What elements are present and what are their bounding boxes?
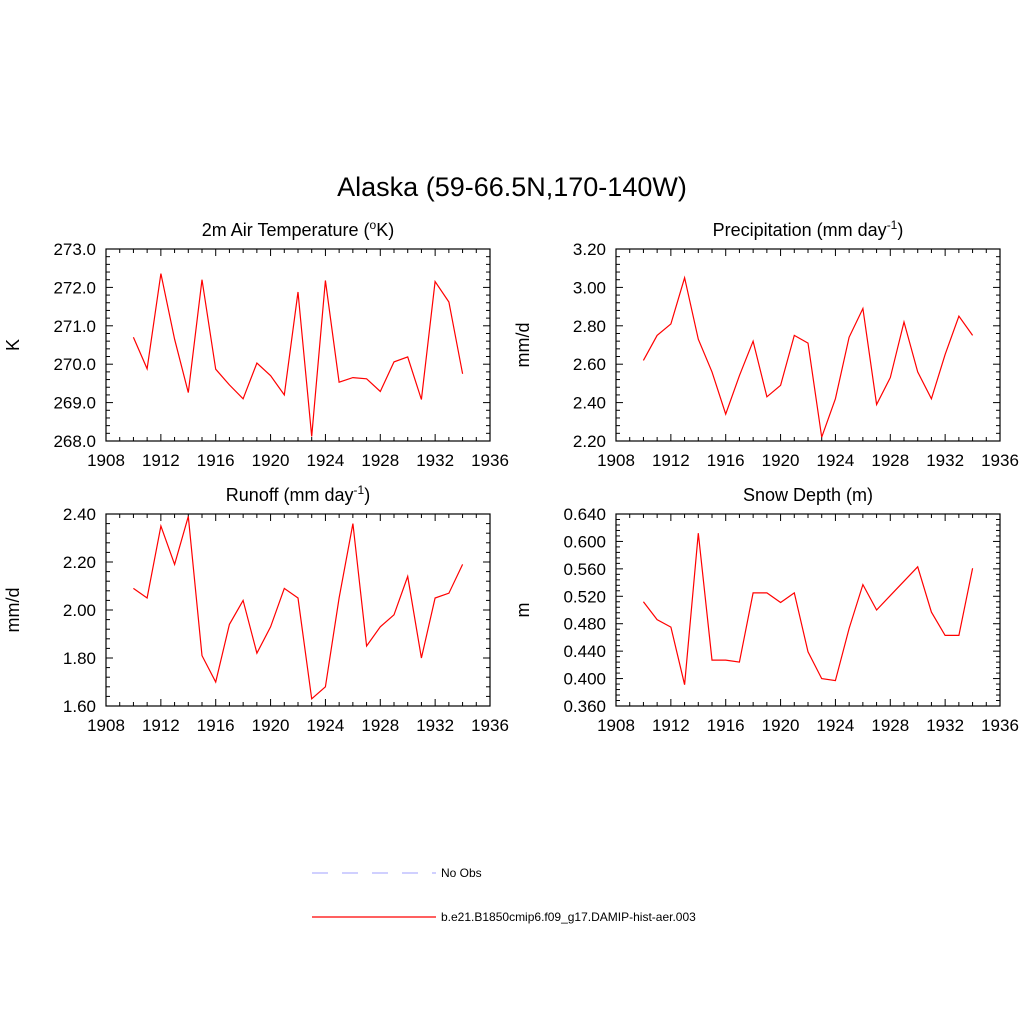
y-axis-label: mm/d (3, 588, 23, 633)
y-tick-label: 0.560 (563, 560, 606, 579)
x-tick-label: 1920 (252, 716, 290, 735)
plot-frame (105, 248, 491, 442)
x-tick-label: 1928 (361, 451, 399, 470)
x-tick-label: 1908 (597, 716, 635, 735)
y-tick-label: 2.80 (573, 317, 606, 336)
panel-temperature: 1908 1912 1916 1920 1924 1928 1932 1936 268.0 269… (3, 218, 509, 470)
x-tick-label: 1908 (597, 451, 635, 470)
x-tick-label: 1928 (361, 716, 399, 735)
legend-label: No Obs (441, 866, 482, 880)
y-axis-label: K (3, 339, 23, 351)
x-tick-label: 1912 (652, 716, 690, 735)
y-tick-label: 2.60 (573, 355, 606, 374)
panel-precipitation: 1908 1912 1916 1920 1924 1928 1932 1936 2.20 2.40… (513, 218, 1019, 470)
y-tick-label: 0.600 (563, 532, 606, 551)
series-line (642, 275, 974, 438)
plot-frame (615, 513, 1001, 707)
x-tick-label: 1924 (307, 716, 345, 735)
y-tick-label: 0.480 (563, 615, 606, 634)
x-tick-label: 1916 (707, 451, 745, 470)
legend-label: b.e21.B1850cmip6.f09_g17.DAMIP-hist-aer.… (441, 910, 696, 924)
x-tick-label: 1924 (817, 716, 855, 735)
x-tick-label: 1908 (87, 716, 125, 735)
x-tick-label: 1920 (762, 451, 800, 470)
y-tick-label: 269.0 (53, 394, 96, 413)
y-tick-label: 1.60 (63, 697, 96, 716)
x-tick-label: 1928 (871, 451, 909, 470)
x-tick-label: 1924 (817, 451, 855, 470)
panel-title-suffix: K) (376, 220, 394, 240)
y-tick-label: 0.400 (563, 670, 606, 689)
panel-title: 2m Air Temperature (oK) (202, 218, 394, 240)
series-line (132, 273, 464, 437)
y-axis-label: m (513, 603, 533, 618)
x-tick-label: 1912 (142, 451, 180, 470)
x-tick-label: 1928 (871, 716, 909, 735)
y-tick-label: 268.0 (53, 432, 96, 451)
x-tick-label: 1924 (307, 451, 345, 470)
panel-title: Snow Depth (m) (743, 485, 873, 505)
x-tick-label: 1936 (471, 451, 509, 470)
series-line (642, 533, 974, 685)
panel-title-superscript: o (370, 218, 377, 232)
y-tick-label: 273.0 (53, 240, 96, 259)
y-tick-label: 2.40 (573, 394, 606, 413)
x-tick-label: 1908 (87, 451, 125, 470)
panel-title-superscript: -1 (354, 483, 365, 497)
legend: No Obs b.e21.B1850cmip6.f09_g17.DAMIP-his… (312, 866, 696, 924)
x-tick-label: 1916 (197, 716, 235, 735)
y-tick-label: 271.0 (53, 317, 96, 336)
x-tick-label: 1936 (981, 451, 1019, 470)
y-tick-label: 0.640 (563, 505, 606, 524)
panel-title-suffix: ) (364, 485, 370, 505)
panel-title-main: Snow Depth (m) (743, 485, 873, 505)
x-tick-label: 1936 (471, 716, 509, 735)
panel-title-main: Precipitation (mm day (713, 220, 887, 240)
x-tick-label: 1916 (707, 716, 745, 735)
y-tick-label: 2.20 (573, 432, 606, 451)
y-tick-label: 2.00 (63, 601, 96, 620)
panel-title: Precipitation (mm day-1) (713, 218, 904, 240)
x-tick-label: 1912 (142, 716, 180, 735)
panel-title-main: 2m Air Temperature ( (202, 220, 370, 240)
panel-title: Runoff (mm day-1) (226, 483, 370, 505)
panel-title-suffix: ) (897, 220, 903, 240)
y-tick-label: 0.360 (563, 697, 606, 716)
y-axis-label: mm/d (513, 323, 533, 368)
y-tick-label: 0.520 (563, 587, 606, 606)
y-tick-label: 270.0 (53, 355, 96, 374)
y-tick-label: 0.440 (563, 642, 606, 661)
y-tick-label: 272.0 (53, 278, 96, 297)
x-tick-label: 1916 (197, 451, 235, 470)
panel-snow-depth: 1908 1912 1916 1920 1924 1928 1932 1936 0.360 0.4… (513, 485, 1019, 735)
y-tick-label: 2.40 (63, 505, 96, 524)
x-tick-label: 1932 (416, 716, 454, 735)
x-tick-label: 1932 (926, 716, 964, 735)
x-tick-label: 1920 (252, 451, 290, 470)
y-tick-label: 3.00 (573, 278, 606, 297)
x-tick-label: 1932 (926, 451, 964, 470)
x-tick-label: 1920 (762, 716, 800, 735)
y-tick-label: 1.80 (63, 649, 96, 668)
y-tick-label: 3.20 (573, 240, 606, 259)
panel-title-superscript: -1 (887, 218, 898, 232)
x-tick-label: 1932 (416, 451, 454, 470)
panel-title-main: Runoff (mm day (226, 485, 354, 505)
x-tick-label: 1912 (652, 451, 690, 470)
figure-title: Alaska (59-66.5N,170-140W) (337, 172, 687, 202)
panel-runoff: 1908 1912 1916 1920 1924 1928 1932 1936 1.60 1.80… (3, 483, 509, 735)
series-line (133, 516, 464, 700)
panels: 1908 1912 1916 1920 1924 1928 1932 1936 268.0 269… (3, 218, 1019, 735)
x-tick-label: 1936 (981, 716, 1019, 735)
y-tick-label: 2.20 (63, 553, 96, 572)
